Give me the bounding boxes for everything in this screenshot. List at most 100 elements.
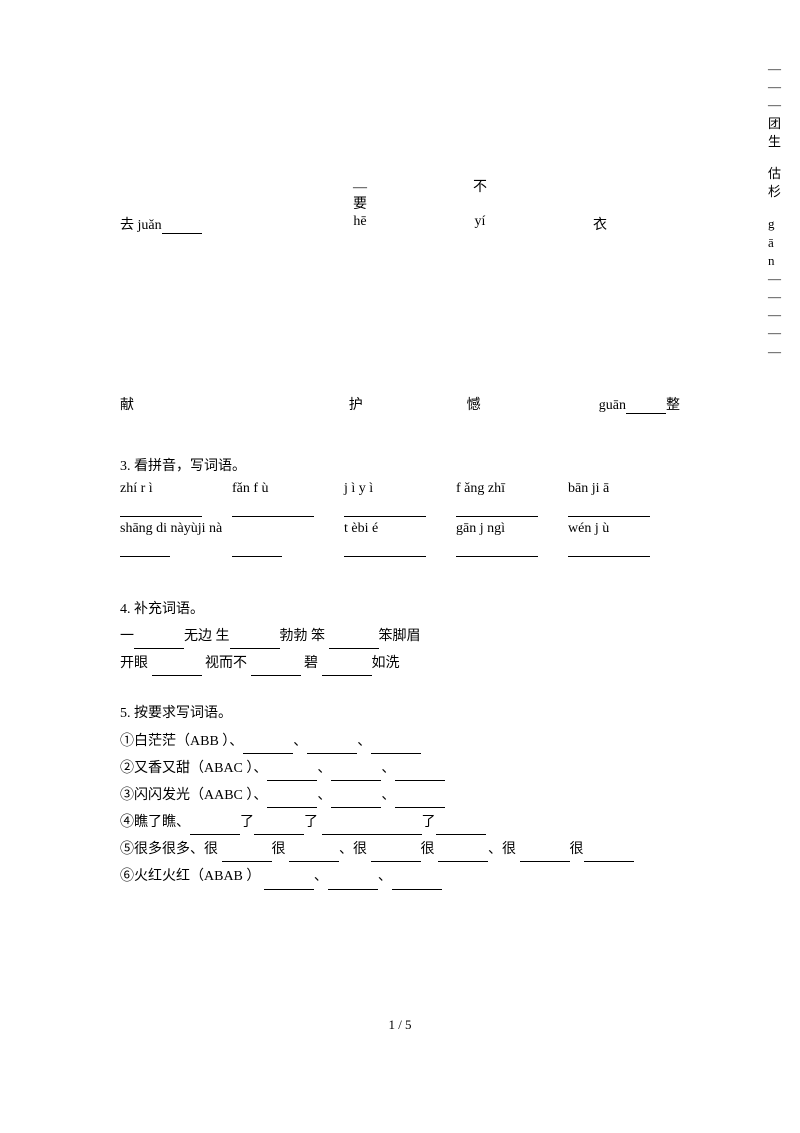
blank[interactable] [254,821,304,835]
pinyin: zhí r ì [120,481,232,497]
char: 要 [300,197,420,214]
text: ②又香又甜（ABAC ）、 [120,761,267,776]
char: 不 [420,180,540,197]
pinyin: gān j ngì [456,521,568,537]
blank[interactable] [395,794,445,808]
side-dash: — [768,78,788,96]
text: 勃勃 笨 [280,629,326,644]
text: 了 [304,815,318,830]
blank[interactable] [232,501,314,517]
blank[interactable] [371,848,421,862]
blank[interactable] [232,541,282,557]
section-title: 4. 补充词语。 [120,597,680,622]
blank[interactable] [289,848,339,862]
char: 整 [666,398,680,413]
blank[interactable] [267,767,317,781]
text: 如洗 [372,656,400,671]
text: ⑥火红火红（ABAB ） [120,869,260,884]
side-pinyin: ā [768,234,788,252]
side-dash: — [768,60,788,78]
blank[interactable] [120,501,202,517]
blank[interactable] [120,541,170,557]
blank[interactable] [152,662,202,676]
pinyin: fǎn f ù [232,481,344,497]
text: 、很 [339,842,367,857]
blank[interactable] [307,740,357,754]
blank[interactable] [243,740,293,754]
side-char: 团 [768,115,788,133]
pinyin: shāng di nàyùji nà [120,521,344,537]
blank[interactable] [190,821,240,835]
pinyin: juǎn [138,218,162,233]
pinyin: f ǎng zhī [456,481,568,497]
blank[interactable] [392,876,442,890]
blank[interactable] [331,794,381,808]
text: 视而不 [202,656,248,671]
pinyin: bān ji ā [568,481,680,497]
blank[interactable] [568,541,650,557]
blank[interactable] [344,501,426,517]
blank[interactable] [329,635,379,649]
blank[interactable] [438,848,488,862]
side-dash: — [768,288,788,306]
blank[interactable] [456,501,538,517]
text: 一 [120,629,134,644]
text: 无边 生 [184,629,230,644]
side-char: 生 [768,133,788,151]
side-char: 估 [768,165,788,183]
side-pinyin: g [768,215,788,233]
blank[interactable] [162,220,202,234]
pinyin: yí [420,214,540,234]
page-number: 1 / 5 [0,1017,800,1033]
blank[interactable] [568,501,650,517]
blank[interactable] [322,821,372,835]
blank[interactable] [395,767,445,781]
pinyin: wén j ù [568,521,680,537]
text: 很 [570,842,584,857]
blank[interactable] [584,848,634,862]
text: 碧 [301,656,319,671]
blank[interactable] [230,635,280,649]
side-dash: — [768,96,788,114]
blank[interactable] [251,662,301,676]
blank[interactable] [371,740,421,754]
side-pinyin: n [768,252,788,270]
side-dash: — [768,343,788,361]
blank[interactable] [222,848,272,862]
text: 笨脚眉 [379,629,421,644]
blank[interactable] [344,541,426,557]
text: ⑤很多很多、很 [120,842,218,857]
side-dash: — [768,324,788,342]
pinyin: guān [599,398,626,413]
blank[interactable] [322,662,372,676]
blank[interactable] [328,876,378,890]
char: 憾 [415,394,533,414]
text: ①白茫茫（ABB ）、 [120,734,243,749]
blank[interactable] [264,876,314,890]
char: 献 [120,394,297,414]
section-title: 3. 看拼音，写词语。 [120,454,680,479]
blank[interactable] [331,767,381,781]
blank[interactable] [134,635,184,649]
section-title: 5. 按要求写词语。 [120,701,680,726]
text: 了 [422,815,436,830]
blank[interactable] [436,821,486,835]
side-dash: — [768,270,788,288]
blank[interactable] [626,400,666,414]
text: 、很 [488,842,516,857]
blank[interactable] [372,821,422,835]
text: 很 [421,842,435,857]
pinyin: hē [300,214,420,234]
text: ④瞧了瞧、 [120,815,190,830]
char: 衣 [540,214,660,234]
blank[interactable] [456,541,538,557]
blank[interactable] [267,794,317,808]
text: ③闪闪发光（AABC ）、 [120,788,267,803]
char: 护 [297,394,415,414]
blank[interactable] [520,848,570,862]
side-char: 杉 [768,183,788,201]
text: 了 [240,815,254,830]
text: 很 [272,842,286,857]
pinyin: t èbi é [344,521,456,537]
text: 开眼 [120,656,148,671]
